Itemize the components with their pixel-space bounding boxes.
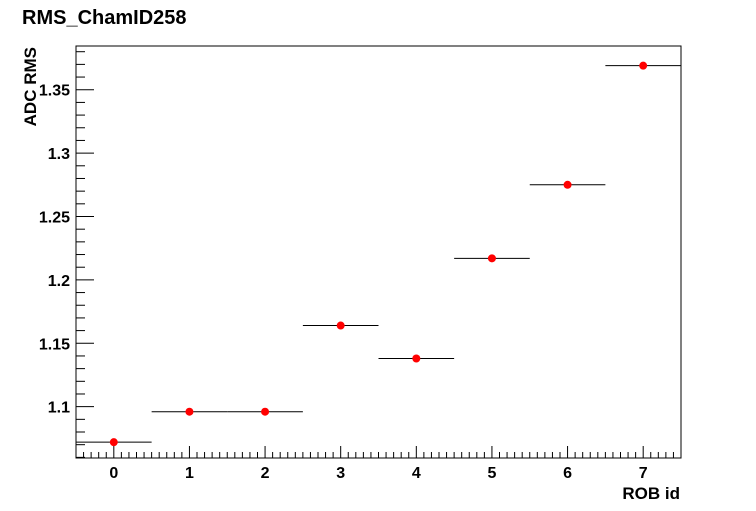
x-axis: 0 1 2 3 4 5 6 7 xyxy=(75,446,682,482)
data-point xyxy=(261,407,270,416)
y-tick-label: 1.1 xyxy=(48,400,70,417)
y-axis: 1.1 1.15 1.2 1.25 1.3 1.35 xyxy=(39,51,94,458)
x-tick-label: 1 xyxy=(185,465,194,482)
data-point xyxy=(336,321,345,330)
y-tick-label: 1.2 xyxy=(48,273,70,290)
data-point xyxy=(109,438,118,447)
chart-title: RMS_ChamID258 xyxy=(22,7,187,29)
y-tick-label: 1.35 xyxy=(39,83,70,100)
x-tick-label: 2 xyxy=(261,465,270,482)
data-point xyxy=(639,61,648,70)
data-point xyxy=(412,354,421,363)
data-series xyxy=(76,61,681,447)
plot-frame xyxy=(75,45,682,459)
x-tick-label: 6 xyxy=(563,465,572,482)
x-tick-label: 7 xyxy=(639,465,648,482)
x-tick-label: 5 xyxy=(487,465,496,482)
x-tick-label: 4 xyxy=(412,465,421,482)
x-tick-label: 0 xyxy=(109,465,118,482)
x-tick-label: 3 xyxy=(336,465,345,482)
data-point xyxy=(563,180,572,189)
y-axis-label: ADC RMS xyxy=(21,47,40,126)
x-axis-label: ROB id xyxy=(622,484,680,503)
data-point xyxy=(487,254,496,263)
data-point xyxy=(185,407,194,416)
y-tick-label: 1.3 xyxy=(48,146,70,163)
y-tick-label: 1.15 xyxy=(39,336,70,353)
y-tick-label: 1.25 xyxy=(39,210,70,227)
